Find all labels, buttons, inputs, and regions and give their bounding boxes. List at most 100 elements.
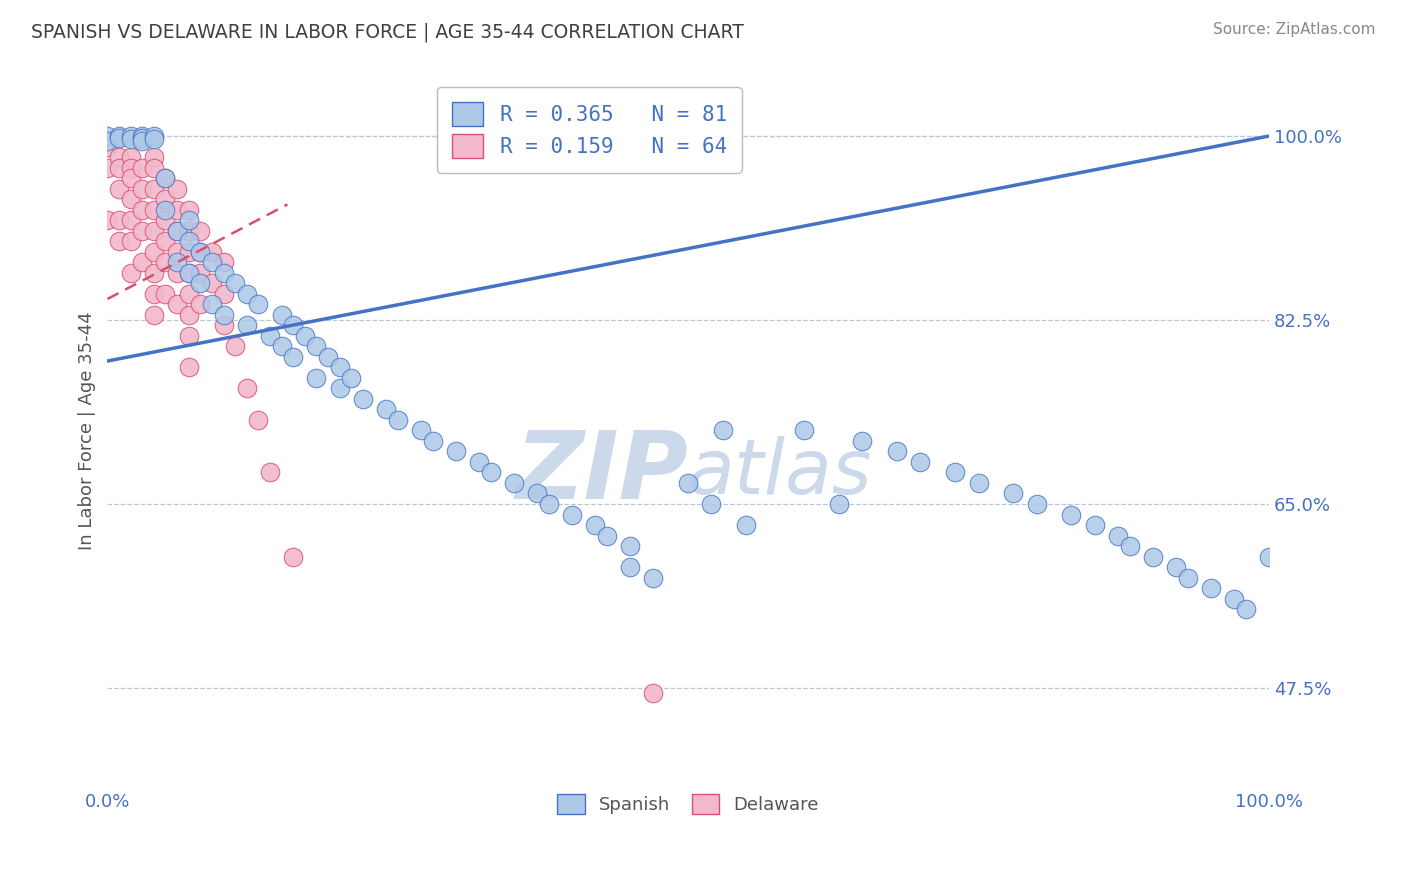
Point — [166, 181, 188, 195]
Point — [188, 266, 211, 280]
Point — [96, 134, 118, 148]
Point — [967, 475, 990, 490]
Point — [1234, 602, 1257, 616]
Point — [120, 150, 142, 164]
Point — [212, 266, 235, 280]
Point — [283, 549, 305, 564]
Point — [108, 131, 131, 145]
Point — [619, 539, 641, 553]
Point — [142, 161, 165, 175]
Point — [224, 339, 246, 353]
Point — [120, 266, 142, 280]
Point — [188, 297, 211, 311]
Point — [259, 466, 281, 480]
Point — [212, 255, 235, 269]
Point — [120, 161, 142, 175]
Point — [340, 371, 363, 385]
Point — [316, 350, 339, 364]
Point — [201, 297, 224, 311]
Point — [131, 224, 153, 238]
Point — [1142, 549, 1164, 564]
Point — [643, 686, 665, 700]
Point — [108, 161, 131, 175]
Point — [120, 171, 142, 186]
Point — [120, 129, 142, 144]
Point — [294, 328, 316, 343]
Point — [1107, 528, 1129, 542]
Point — [537, 497, 560, 511]
Point — [96, 129, 118, 144]
Point — [177, 286, 200, 301]
Point — [561, 508, 583, 522]
Point — [212, 286, 235, 301]
Point — [676, 475, 699, 490]
Point — [188, 224, 211, 238]
Point — [131, 202, 153, 217]
Point — [142, 244, 165, 259]
Point — [108, 213, 131, 227]
Point — [188, 277, 211, 291]
Point — [166, 255, 188, 269]
Point — [142, 132, 165, 146]
Point — [735, 518, 758, 533]
Point — [329, 381, 352, 395]
Point — [166, 224, 188, 238]
Point — [108, 129, 131, 144]
Point — [96, 139, 118, 153]
Point — [212, 318, 235, 333]
Point — [943, 466, 966, 480]
Point — [142, 129, 165, 144]
Point — [155, 234, 177, 248]
Point — [886, 444, 908, 458]
Point — [177, 360, 200, 375]
Point — [596, 528, 619, 542]
Point — [259, 328, 281, 343]
Point — [131, 131, 153, 145]
Point — [851, 434, 873, 448]
Point — [108, 234, 131, 248]
Point — [1177, 571, 1199, 585]
Point — [96, 161, 118, 175]
Point — [1164, 560, 1187, 574]
Point — [120, 213, 142, 227]
Point — [828, 497, 851, 511]
Point — [166, 224, 188, 238]
Point — [236, 286, 259, 301]
Point — [96, 213, 118, 227]
Point — [177, 224, 200, 238]
Point — [142, 224, 165, 238]
Legend: Spanish, Delaware: Spanish, Delaware — [547, 783, 830, 825]
Point — [120, 132, 142, 146]
Point — [177, 266, 200, 280]
Point — [468, 455, 491, 469]
Point — [619, 560, 641, 574]
Point — [142, 150, 165, 164]
Point — [1118, 539, 1140, 553]
Point — [155, 171, 177, 186]
Point — [1084, 518, 1107, 533]
Point — [583, 518, 606, 533]
Point — [793, 424, 815, 438]
Text: atlas: atlas — [688, 436, 873, 510]
Point — [329, 360, 352, 375]
Point — [177, 244, 200, 259]
Point — [700, 497, 723, 511]
Point — [155, 255, 177, 269]
Point — [177, 266, 200, 280]
Point — [283, 318, 305, 333]
Point — [409, 424, 432, 438]
Point — [142, 202, 165, 217]
Point — [201, 255, 224, 269]
Point — [236, 381, 259, 395]
Point — [155, 202, 177, 217]
Point — [224, 277, 246, 291]
Point — [479, 466, 502, 480]
Point — [247, 413, 270, 427]
Point — [131, 129, 153, 144]
Point — [1223, 591, 1246, 606]
Text: SPANISH VS DELAWARE IN LABOR FORCE | AGE 35-44 CORRELATION CHART: SPANISH VS DELAWARE IN LABOR FORCE | AGE… — [31, 22, 744, 42]
Point — [131, 161, 153, 175]
Point — [1002, 486, 1025, 500]
Point — [910, 455, 932, 469]
Y-axis label: In Labor Force | Age 35-44: In Labor Force | Age 35-44 — [79, 311, 96, 549]
